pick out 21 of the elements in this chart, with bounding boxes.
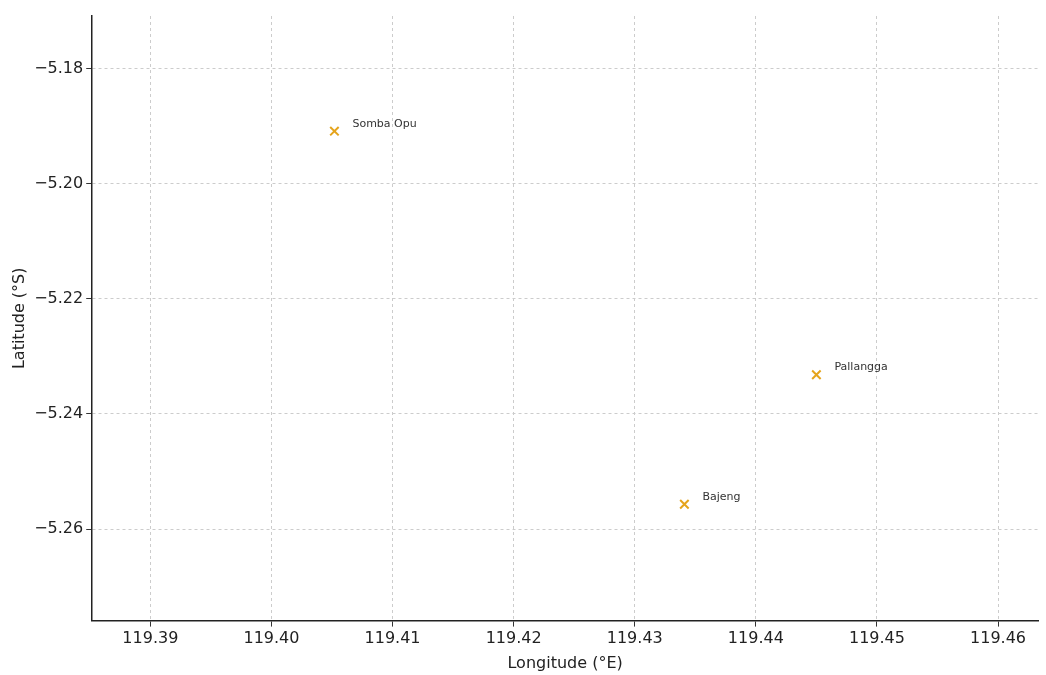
x-tick-label: 119.46 (970, 628, 1027, 648)
point (811, 369, 822, 380)
y-tick-label: −5.24 (34, 403, 84, 423)
x-tick-label: 119.40 (243, 628, 300, 648)
y-axis-title: Latitude (°S) (8, 267, 28, 370)
annotation: Pallangga (834, 360, 888, 374)
y-tick-label: −5.22 (34, 287, 84, 307)
y-tick-label: −5.20 (34, 172, 84, 192)
x-tick-label: 119.45 (848, 628, 905, 648)
y-tick-label: −5.18 (34, 57, 84, 77)
annotation: Somba Opu (352, 116, 417, 130)
x-tick-label: 119.42 (485, 628, 542, 648)
point (679, 499, 690, 510)
point (329, 125, 340, 137)
x-tick-label: 119.41 (364, 628, 421, 648)
x-axis-title: Longitude (°E) (507, 652, 623, 672)
annotation: Bajeng (702, 489, 741, 503)
y-tick-label: −5.26 (34, 518, 84, 538)
x-tick-label: 119.39 (122, 628, 179, 648)
x-tick-label: 119.44 (727, 628, 784, 648)
x-tick-label: 119.43 (606, 628, 663, 648)
